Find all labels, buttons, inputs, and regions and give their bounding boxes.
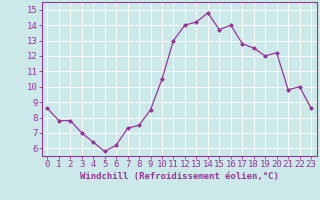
X-axis label: Windchill (Refroidissement éolien,°C): Windchill (Refroidissement éolien,°C) — [80, 172, 279, 181]
